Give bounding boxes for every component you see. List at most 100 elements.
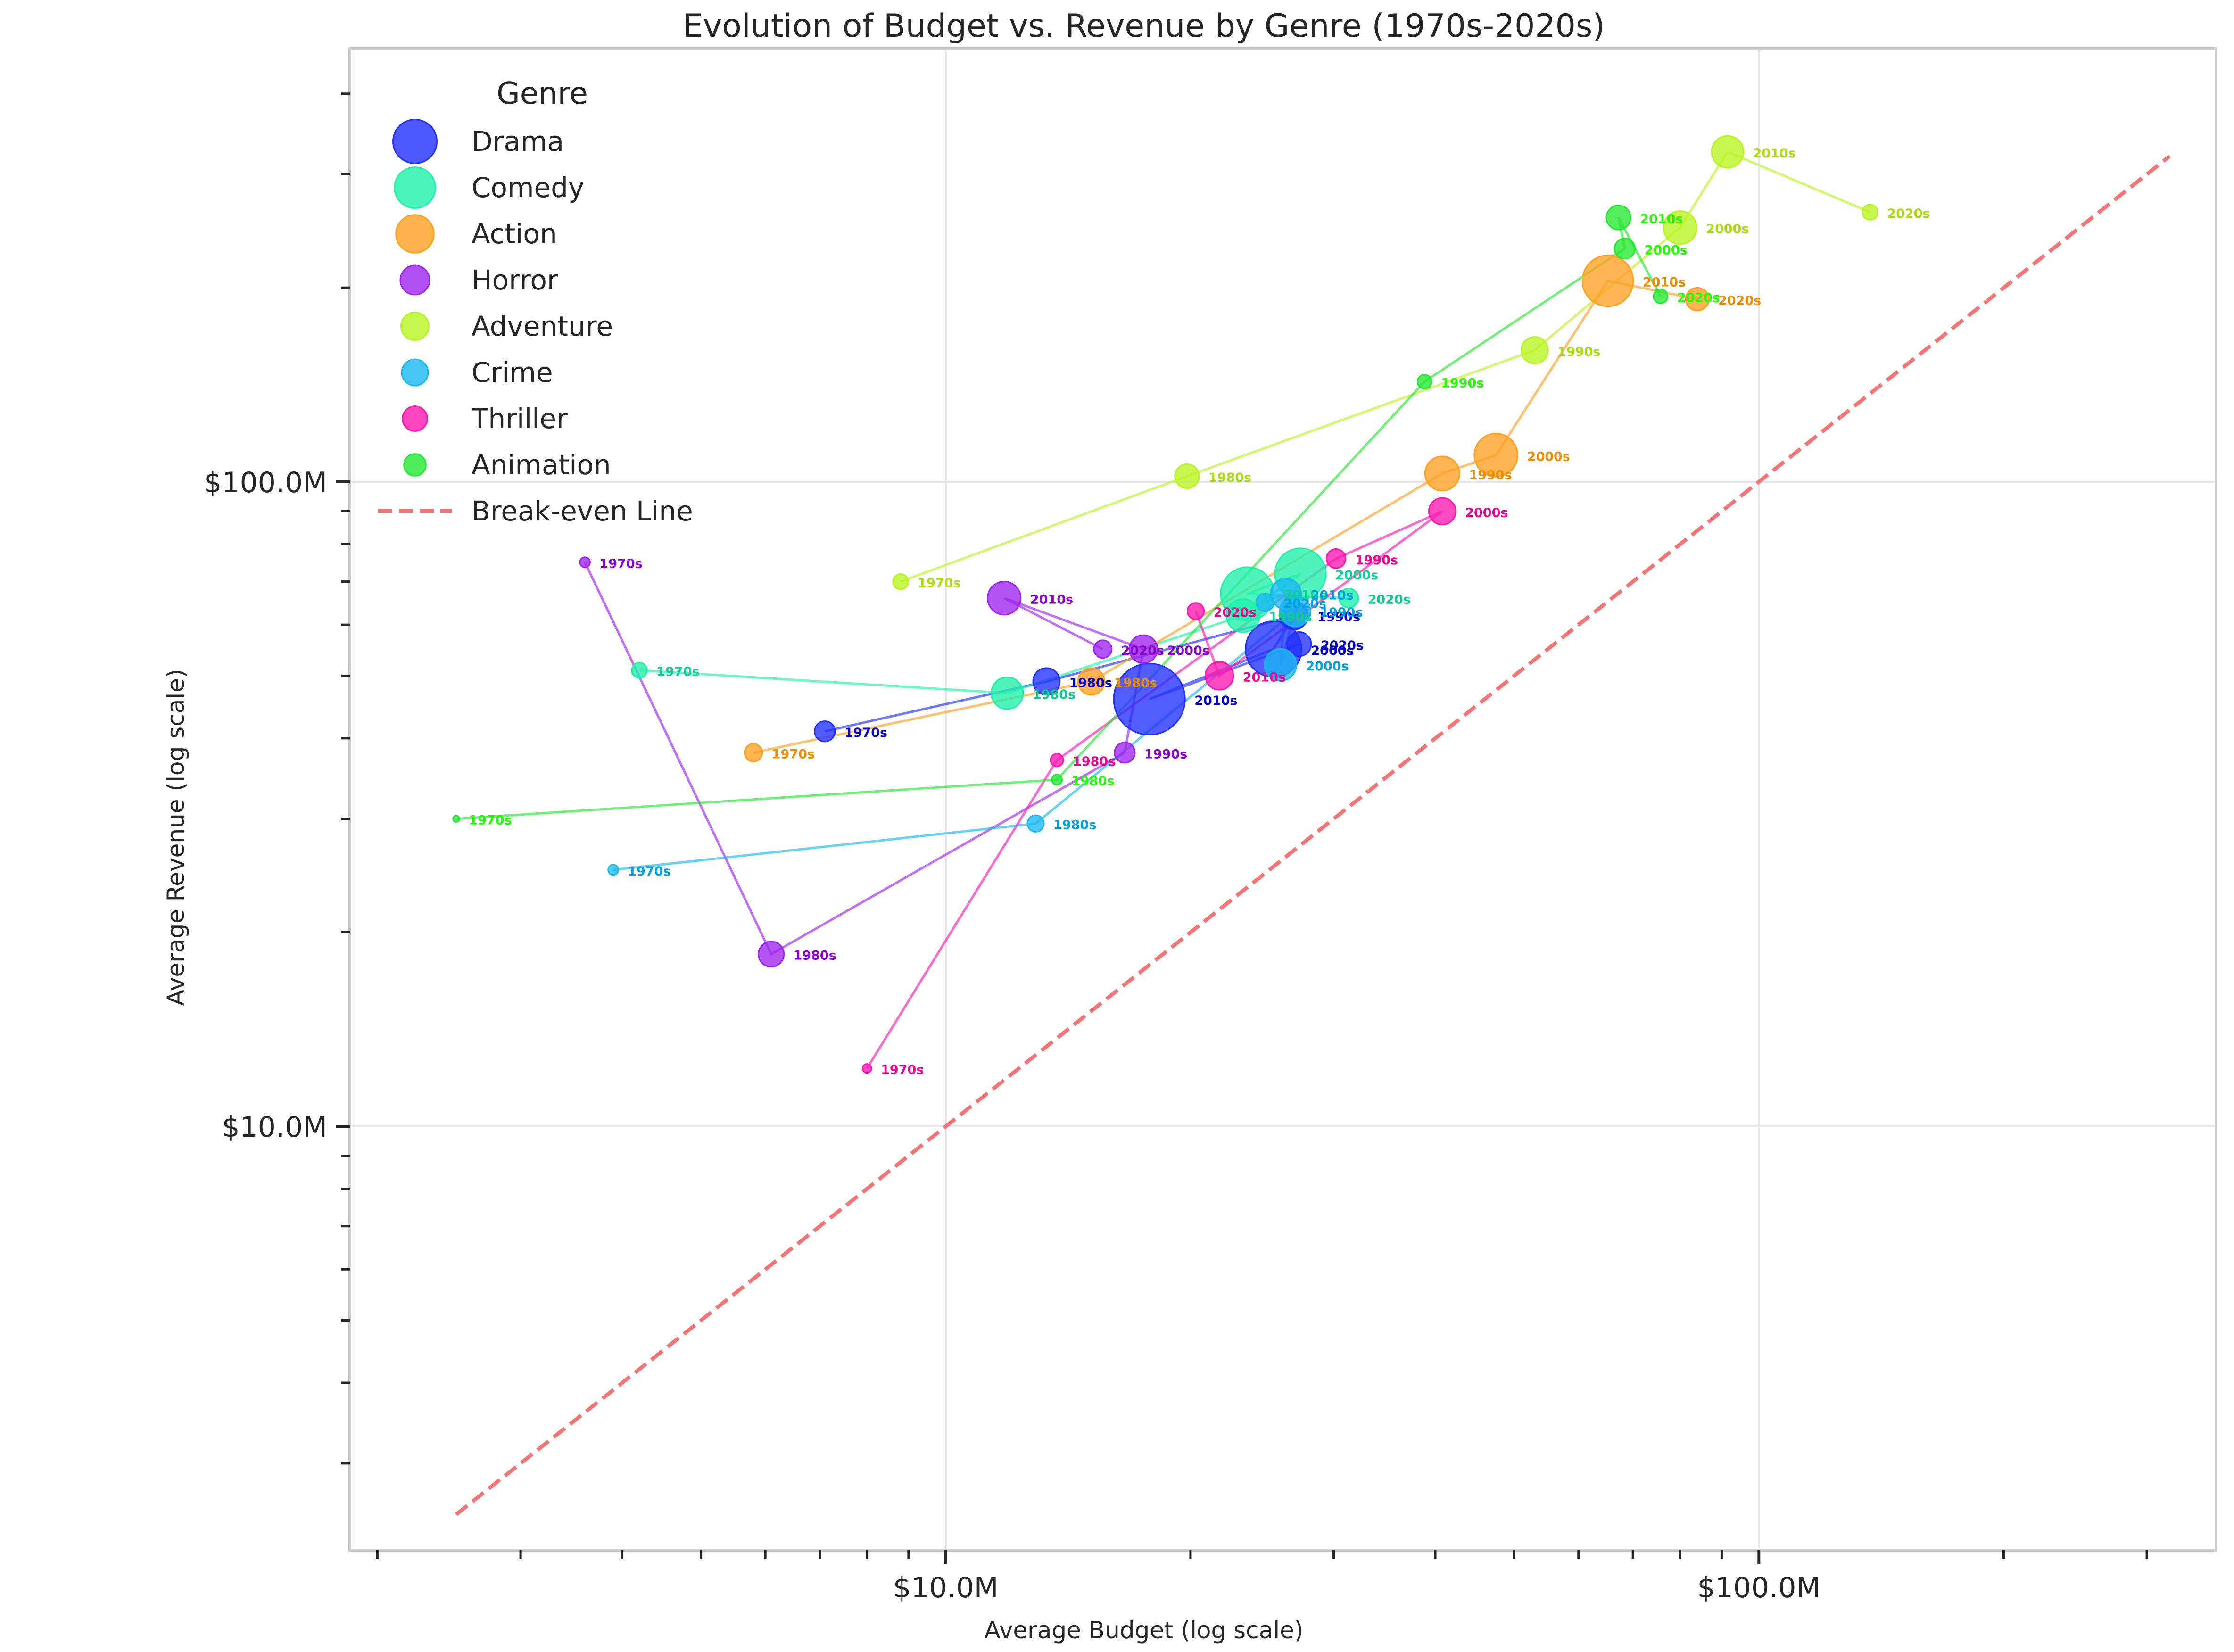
x-tick-label: $10.0M bbox=[893, 1571, 999, 1604]
animation-trend-line bbox=[456, 217, 1662, 820]
axes: $10.0M $100.0M $10.0M $100.0M bbox=[204, 92, 2148, 1604]
animation-label-2020s: 2020s bbox=[1677, 290, 1720, 305]
legend-marker-action bbox=[395, 214, 435, 254]
legend-label-crime: Crime bbox=[472, 356, 553, 388]
thriller-label-1990s: 1990s bbox=[1355, 553, 1398, 568]
thriller-point-2010s bbox=[1204, 661, 1234, 691]
break-even-line bbox=[455, 155, 2171, 1516]
action-point-1990s bbox=[1424, 455, 1460, 492]
legend-label-comedy: Comedy bbox=[472, 172, 584, 204]
horror-label-1980s: 1980s bbox=[794, 949, 836, 963]
chart-title: Evolution of Budget vs. Revenue by Genre… bbox=[683, 8, 1605, 45]
y-tick-label: $10.0M bbox=[222, 1111, 327, 1144]
adventure-label-1990s: 1990s bbox=[1557, 345, 1600, 359]
animation-point-1980s bbox=[1051, 774, 1063, 786]
legend: Genre Drama Comedy Action Horror Adventure Cr… bbox=[378, 76, 693, 527]
adventure-label-1980s: 1980s bbox=[1208, 471, 1251, 485]
action-point-2010s bbox=[1581, 255, 1634, 307]
horror-point-2010s bbox=[987, 580, 1022, 616]
crime-label-2010s: 2010s bbox=[1311, 588, 1354, 603]
legend-marker-comedy bbox=[394, 166, 436, 209]
legend-marker-drama bbox=[392, 119, 438, 164]
crime-point-2020s bbox=[1255, 593, 1275, 612]
adventure-point-1980s bbox=[1174, 463, 1200, 489]
horror-point-1980s bbox=[758, 941, 785, 968]
adventure-label-2000s: 2000s bbox=[1706, 222, 1749, 237]
drama-point-2020s bbox=[1286, 631, 1312, 657]
comedy-label-2020s: 2020s bbox=[1368, 593, 1411, 607]
adventure-label-2010s: 2010s bbox=[1753, 146, 1796, 161]
series-points bbox=[452, 135, 1878, 1074]
comedy-label-1970s: 1970s bbox=[656, 665, 699, 679]
adventure-label-2020s: 2020s bbox=[1887, 206, 1930, 221]
crime-point-2010s bbox=[1270, 578, 1302, 610]
drama-label-1970s: 1970s bbox=[844, 726, 887, 740]
legend-label-adventure: Adventure bbox=[472, 310, 613, 342]
crime-label-2000s: 2000s bbox=[1306, 659, 1349, 674]
comedy-label-2010s: 2010s bbox=[1283, 588, 1326, 603]
action-label-2020s: 2020s bbox=[1718, 294, 1761, 308]
action-label-2000s: 2000s bbox=[1527, 449, 1570, 464]
thriller-label-2010s: 2010s bbox=[1243, 670, 1286, 685]
animation-point-2000s bbox=[1613, 238, 1636, 260]
adventure-point-1970s bbox=[892, 573, 909, 590]
action-point-2020s bbox=[1685, 287, 1710, 312]
point-labels: 1970s1980s1990s2000s2010s2020s1970s1980s… bbox=[469, 146, 1930, 1077]
action-label-1970s: 1970s bbox=[772, 747, 815, 761]
y-tick-label: $100.0M bbox=[204, 466, 327, 499]
drama-point-2010s bbox=[1113, 662, 1186, 736]
thriller-point-1970s bbox=[861, 1063, 872, 1074]
adventure-point-2000s bbox=[1663, 210, 1697, 245]
crime-point-1970s bbox=[607, 864, 619, 876]
thriller-point-1980s bbox=[1050, 753, 1064, 768]
legend-marker-crime bbox=[401, 358, 429, 387]
thriller-label-2000s: 2000s bbox=[1465, 505, 1508, 520]
thriller-point-2020s bbox=[1187, 602, 1205, 620]
animation-label-2000s: 2000s bbox=[1644, 243, 1687, 257]
drama-label-2010s: 2010s bbox=[1194, 694, 1237, 708]
x-axis-label: Average Budget (log scale) bbox=[985, 1617, 1304, 1644]
legend-label-drama: Drama bbox=[472, 125, 564, 157]
drama-label-1990s: 1990s bbox=[1317, 610, 1360, 625]
adventure-label-1970s: 1970s bbox=[918, 576, 960, 591]
crime-label-1970s: 1970s bbox=[628, 864, 670, 879]
horror-point-2000s bbox=[1128, 634, 1158, 664]
animation-label-2010s: 2010s bbox=[1640, 212, 1683, 226]
legend-title: Genre bbox=[496, 76, 588, 111]
crime-label-1990s: 1990s bbox=[1320, 605, 1363, 620]
crime-label-2020s: 2020s bbox=[1283, 597, 1326, 611]
comedy-label-1980s: 1980s bbox=[1033, 687, 1076, 702]
legend-label-animation: Animation bbox=[472, 449, 611, 481]
thriller-point-1990s bbox=[1325, 548, 1347, 569]
action-point-1970s bbox=[744, 743, 763, 762]
animation-label-1990s: 1990s bbox=[1441, 376, 1484, 390]
horror-label-2020s: 2020s bbox=[1121, 644, 1164, 658]
animation-label-1980s: 1980s bbox=[1071, 774, 1114, 789]
animation-label-1970s: 1970s bbox=[469, 813, 512, 828]
drama-point-1980s bbox=[1032, 667, 1061, 696]
grid-lines bbox=[350, 49, 2216, 1550]
legend-label-action: Action bbox=[472, 218, 557, 250]
horror-label-1990s: 1990s bbox=[1144, 747, 1187, 761]
horror-label-2000s: 2000s bbox=[1167, 644, 1210, 658]
legend-label-break-even-line: Break-even Line bbox=[472, 495, 693, 527]
action-label-2010s: 2010s bbox=[1643, 275, 1686, 290]
action-label-1990s: 1990s bbox=[1469, 468, 1512, 482]
x-tick-label: $100.0M bbox=[1697, 1571, 1820, 1604]
drama-point-1970s bbox=[814, 720, 836, 743]
thriller-label-1970s: 1970s bbox=[881, 1063, 924, 1077]
horror-point-1970s bbox=[579, 556, 591, 568]
legend-marker-animation bbox=[403, 453, 427, 477]
adventure-point-2020s bbox=[1862, 204, 1878, 221]
thriller-label-1980s: 1980s bbox=[1073, 754, 1116, 769]
comedy-point-1980s bbox=[990, 676, 1024, 710]
legend-marker-thriller bbox=[402, 405, 428, 432]
legend-marker-adventure bbox=[400, 312, 430, 341]
crime-point-2000s bbox=[1264, 648, 1297, 682]
legend-marker-horror bbox=[399, 264, 430, 296]
drama-label-2020s: 2020s bbox=[1321, 638, 1364, 653]
plot-area-frame bbox=[348, 47, 2217, 1552]
action-point-2000s bbox=[1473, 432, 1519, 478]
